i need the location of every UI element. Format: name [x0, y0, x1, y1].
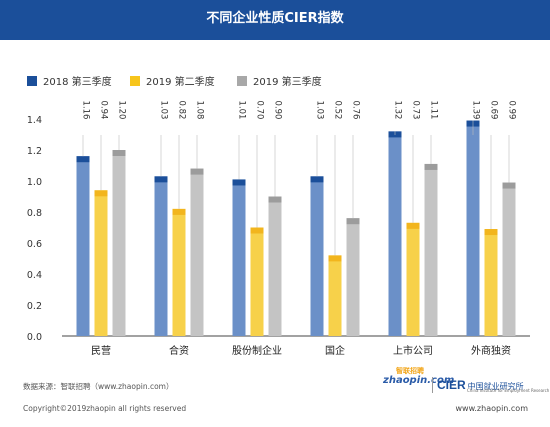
bar — [388, 131, 402, 336]
bar-cap — [502, 182, 516, 189]
footer-url: www.zhaopin.com — [455, 404, 528, 413]
cier-logo-cn: 中国就业研究所 — [467, 382, 524, 391]
bar — [328, 255, 342, 336]
bar — [76, 156, 90, 336]
x-tick-label: 上市公司 — [393, 344, 433, 357]
bar-cap — [484, 229, 498, 236]
bar-cap — [76, 156, 90, 163]
x-tick-label: 股份制企业 — [232, 344, 282, 357]
bar — [268, 196, 282, 336]
value-label: 1.32 — [393, 101, 403, 120]
legend-item-2018q3: 2018 第三季度 — [27, 73, 112, 88]
bar-cap — [112, 150, 126, 156]
legend-swatch-2019q3 — [237, 75, 247, 86]
y-tick-label: 0.8 — [27, 208, 42, 219]
cier-logo-en: China Institute for Employment Research — [467, 388, 550, 393]
zhaopin-logo: 智联招聘 zhaopin.com — [383, 367, 455, 386]
value-label: 0.76 — [351, 101, 361, 120]
y-tick-label: 1.2 — [27, 146, 42, 157]
bar — [484, 229, 498, 336]
data-source-note: 数据来源：智联招聘（www.zhaopin.com） — [23, 382, 174, 391]
chart-legend: 2018 第三季度 2019 第二季度 2019 第三季度 — [0, 73, 550, 88]
bar-cap — [424, 163, 438, 170]
bar — [154, 176, 168, 336]
value-label: 0.94 — [99, 101, 109, 120]
bar — [172, 208, 186, 336]
y-tick-label: 0.0 — [27, 332, 42, 343]
bar — [310, 176, 324, 336]
value-label: 0.82 — [177, 101, 187, 120]
cier-logo: CIER 中国就业研究所 China Institute for Employme… — [437, 374, 549, 393]
value-label: 1.03 — [315, 101, 325, 120]
legend-swatch-2019q2 — [130, 75, 140, 86]
bar — [406, 222, 420, 336]
value-label: 1.39 — [471, 101, 481, 120]
bar — [502, 182, 516, 336]
x-tick-label: 合资 — [169, 344, 189, 357]
x-tick-label: 国企 — [325, 344, 345, 357]
bar — [94, 190, 108, 336]
legend-label-2018q3: 2018 第三季度 — [43, 77, 112, 88]
legend-item-2019q3: 2019 第三季度 — [237, 73, 322, 88]
bar — [466, 120, 480, 336]
legend-item-2019q2: 2019 第二季度 — [130, 73, 215, 88]
copyright-text: Copyright©2019zhaopin all rights reserve… — [23, 404, 187, 413]
bar-cap — [172, 208, 186, 215]
value-label: 0.52 — [333, 101, 343, 120]
bar-cap — [406, 222, 420, 229]
bar-cap — [328, 255, 342, 262]
zhaopin-logo-cn: 智联招聘 — [396, 367, 424, 375]
bar — [112, 150, 126, 336]
value-label: 1.16 — [81, 101, 91, 120]
value-label: 1.01 — [237, 101, 247, 120]
legend-swatch-2018q3 — [27, 75, 37, 86]
bar-cap — [154, 176, 168, 183]
y-tick-label: 1.0 — [27, 177, 42, 188]
x-tick-label: 民营 — [91, 344, 111, 357]
y-tick-label: 0.2 — [27, 301, 42, 312]
bar-cap — [346, 218, 360, 225]
value-label: 0.90 — [273, 101, 283, 120]
legend-label-2019q3: 2019 第三季度 — [253, 77, 322, 88]
bar — [190, 168, 204, 336]
bar — [346, 218, 360, 336]
bar-cap — [310, 176, 324, 183]
logo-divider — [432, 377, 433, 393]
value-label: 0.70 — [255, 101, 265, 120]
bar — [232, 179, 246, 336]
cier-logo-text: CIER — [437, 378, 466, 392]
bar-cap — [94, 190, 108, 197]
value-label: 1.08 — [195, 101, 205, 120]
bar-chart: 0.0 0.2 0.4 0.6 0.8 1.0 1.2 1.4 1.16 0.94 1.20 民营 1.… — [27, 101, 530, 357]
value-label: 0.69 — [489, 101, 499, 120]
bar — [424, 163, 438, 336]
bar-cap — [190, 168, 204, 175]
y-tick-label: 1.4 — [27, 115, 42, 126]
value-label: 0.99 — [507, 101, 517, 120]
value-label: 0.73 — [411, 101, 421, 120]
y-tick-label: 0.4 — [27, 270, 42, 281]
x-tick-label: 外商独资 — [471, 344, 511, 357]
bar — [250, 227, 264, 336]
bar-cap — [250, 227, 264, 234]
chart-title: 不同企业性质CIER指数 — [0, 0, 550, 40]
zhaopin-logo-text: zhaopin.com — [383, 375, 455, 386]
value-label: 1.03 — [159, 101, 169, 120]
value-label: 1.20 — [117, 101, 127, 120]
bar-cap — [268, 196, 282, 203]
bar-cap — [232, 179, 246, 186]
y-tick-label: 0.6 — [27, 239, 42, 250]
value-label: 1.11 — [429, 101, 439, 120]
legend-label-2019q2: 2019 第二季度 — [146, 77, 215, 88]
